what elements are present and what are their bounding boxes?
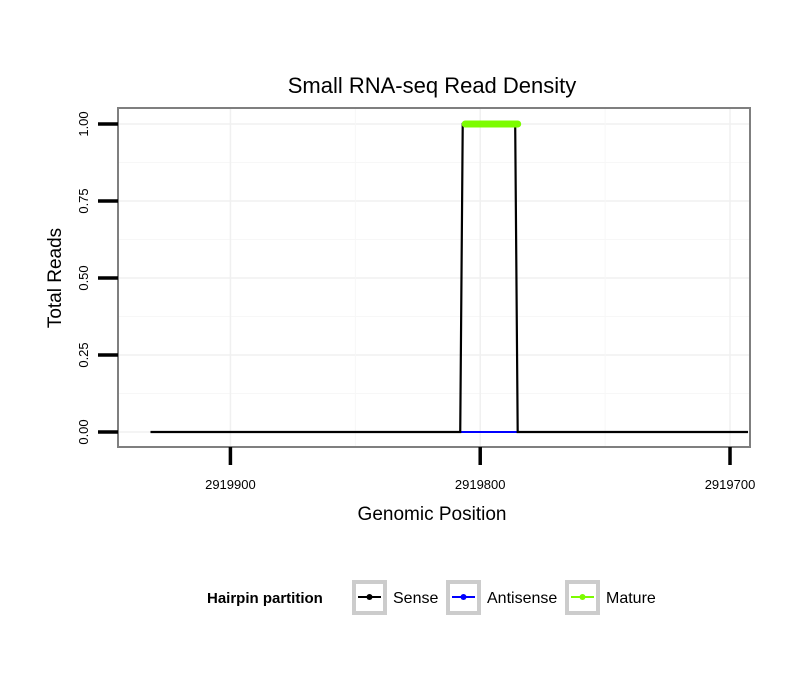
x-tick-label-0: 2919900 [205, 477, 256, 492]
x-tick-label-1: 2919800 [455, 477, 506, 492]
legend-key-mature [565, 580, 600, 615]
y-tick-label-3: 0.75 [76, 188, 91, 213]
y-axis: 0.00 0.25 0.50 0.75 1.00 [76, 111, 118, 445]
chart-title: Small RNA-seq Read Density [288, 73, 577, 98]
legend-label-mature: Mature [606, 590, 656, 607]
x-axis: 2919900 2919800 2919700 [205, 447, 755, 492]
grid-lines [119, 109, 749, 446]
series-lines [150, 120, 748, 434]
x-axis-label: Genomic Position [358, 504, 507, 525]
legend-entry-sense: Sense [352, 580, 438, 615]
legend-point-antisense [460, 594, 467, 600]
y-tick-label-0: 0.00 [76, 419, 91, 444]
legend-label-sense: Sense [393, 590, 438, 607]
legend-point-mature [579, 594, 586, 600]
y-axis-label: Total Reads [45, 228, 66, 328]
x-tick-label-2: 2919700 [705, 477, 756, 492]
y-tick-label-4: 1.00 [76, 111, 91, 136]
legend-point-sense [366, 594, 373, 600]
legend-entry-mature: Mature [565, 580, 656, 615]
legend-label-antisense: Antisense [487, 590, 557, 607]
legend-title: Hairpin partition [207, 590, 323, 607]
legend-entry-antisense: Antisense [446, 580, 557, 615]
y-tick-label-2: 0.50 [76, 265, 91, 290]
legend: Hairpin partition Sense Antisense Mature [207, 580, 656, 615]
y-tick-label-1: 0.25 [76, 342, 91, 367]
